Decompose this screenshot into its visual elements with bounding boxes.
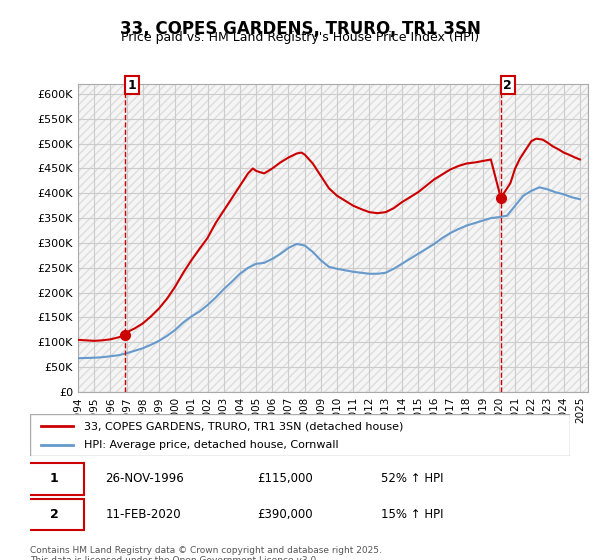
Text: 1: 1: [50, 472, 59, 486]
Text: 1: 1: [127, 78, 136, 92]
Text: HPI: Average price, detached house, Cornwall: HPI: Average price, detached house, Corn…: [84, 440, 338, 450]
Text: 2: 2: [50, 508, 59, 521]
Text: 33, COPES GARDENS, TRURO, TR1 3SN: 33, COPES GARDENS, TRURO, TR1 3SN: [119, 20, 481, 38]
Text: 52% ↑ HPI: 52% ↑ HPI: [381, 472, 443, 486]
Text: 2: 2: [503, 78, 512, 92]
Text: Contains HM Land Registry data © Crown copyright and database right 2025.
This d: Contains HM Land Registry data © Crown c…: [30, 546, 382, 560]
Text: 33, COPES GARDENS, TRURO, TR1 3SN (detached house): 33, COPES GARDENS, TRURO, TR1 3SN (detac…: [84, 421, 403, 431]
FancyBboxPatch shape: [25, 463, 84, 494]
Text: 11-FEB-2020: 11-FEB-2020: [106, 508, 181, 521]
Text: £115,000: £115,000: [257, 472, 313, 486]
Text: £390,000: £390,000: [257, 508, 313, 521]
Text: 26-NOV-1996: 26-NOV-1996: [106, 472, 184, 486]
Text: Price paid vs. HM Land Registry's House Price Index (HPI): Price paid vs. HM Land Registry's House …: [121, 31, 479, 44]
FancyBboxPatch shape: [30, 414, 570, 456]
Text: 15% ↑ HPI: 15% ↑ HPI: [381, 508, 443, 521]
FancyBboxPatch shape: [25, 498, 84, 530]
